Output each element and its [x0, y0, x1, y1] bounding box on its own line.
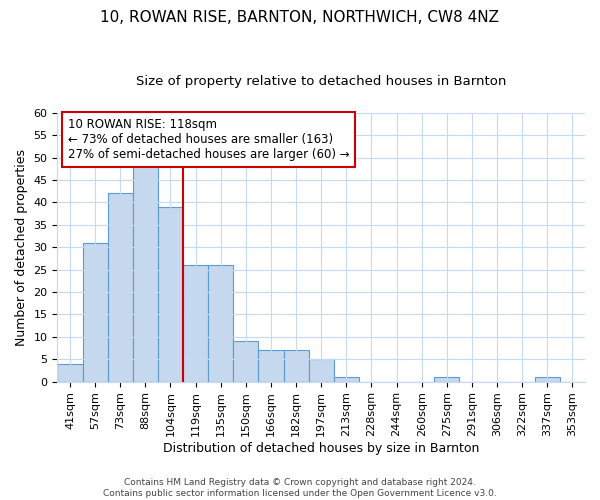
- Bar: [308, 359, 334, 382]
- Bar: [334, 377, 359, 382]
- Bar: [158, 207, 183, 382]
- Bar: [284, 350, 308, 382]
- Bar: [58, 364, 83, 382]
- Bar: [83, 242, 107, 382]
- Text: 10 ROWAN RISE: 118sqm
← 73% of detached houses are smaller (163)
27% of semi-det: 10 ROWAN RISE: 118sqm ← 73% of detached …: [68, 118, 350, 161]
- Bar: [107, 194, 133, 382]
- X-axis label: Distribution of detached houses by size in Barnton: Distribution of detached houses by size …: [163, 442, 479, 455]
- Bar: [183, 265, 208, 382]
- Bar: [259, 350, 284, 382]
- Text: Contains HM Land Registry data © Crown copyright and database right 2024.
Contai: Contains HM Land Registry data © Crown c…: [103, 478, 497, 498]
- Bar: [208, 265, 233, 382]
- Bar: [233, 342, 259, 382]
- Text: 10, ROWAN RISE, BARNTON, NORTHWICH, CW8 4NZ: 10, ROWAN RISE, BARNTON, NORTHWICH, CW8 …: [101, 10, 499, 25]
- Title: Size of property relative to detached houses in Barnton: Size of property relative to detached ho…: [136, 75, 506, 88]
- Bar: [434, 377, 460, 382]
- Bar: [133, 158, 158, 382]
- Y-axis label: Number of detached properties: Number of detached properties: [15, 148, 28, 346]
- Bar: [535, 377, 560, 382]
